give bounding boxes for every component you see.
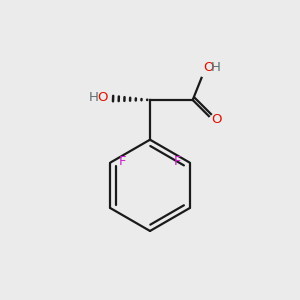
- Text: O: O: [97, 92, 107, 104]
- Text: O: O: [203, 61, 214, 74]
- Text: H: H: [211, 61, 221, 74]
- Text: H: H: [89, 92, 99, 104]
- Text: F: F: [174, 154, 181, 167]
- Text: O: O: [211, 112, 221, 126]
- Text: F: F: [119, 154, 126, 167]
